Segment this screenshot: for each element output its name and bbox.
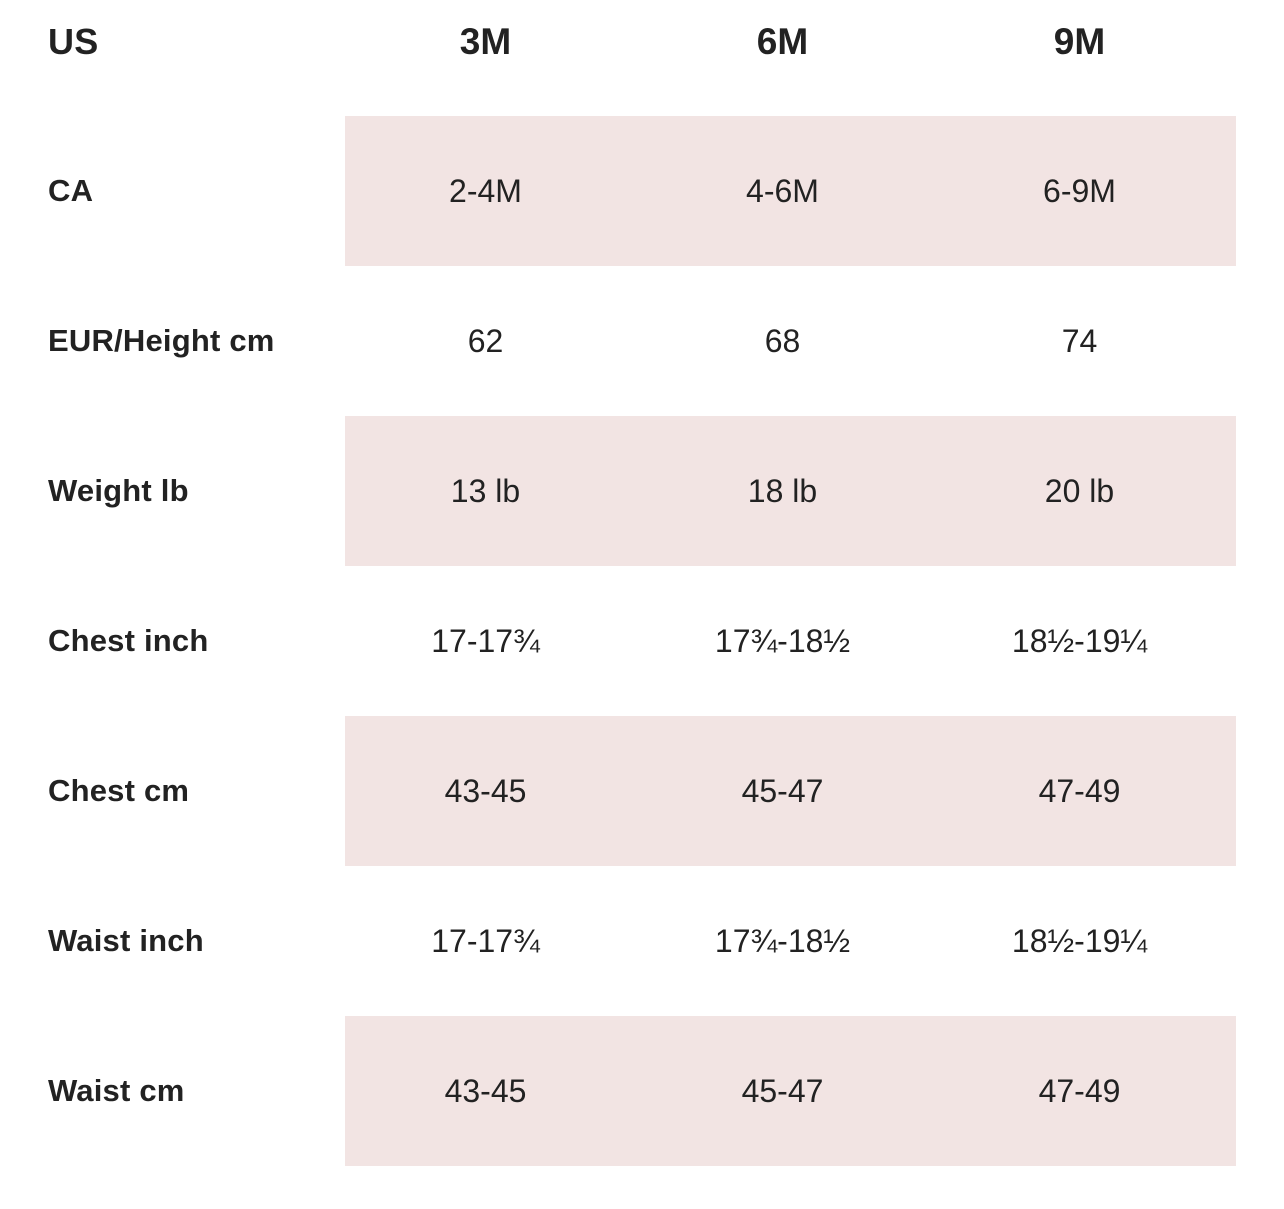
row-label: EUR/Height cm xyxy=(48,323,275,358)
row-weight: Weight lb 13 lb 18 lb 20 lb xyxy=(0,416,1284,566)
table-cell: 20 lb xyxy=(1044,473,1115,509)
row-shade xyxy=(345,416,1236,566)
header-label-us: US xyxy=(48,21,99,62)
table-cell: 45-47 xyxy=(741,1073,824,1109)
header-row: US 3M 6M 9M xyxy=(0,0,1284,117)
table-cell: 62 xyxy=(467,323,504,359)
row-label: Weight lb xyxy=(48,473,189,508)
row-chest-cm: Chest cm 43-45 45-47 47-49 xyxy=(0,716,1284,866)
table-cell: 74 xyxy=(1061,323,1098,359)
row-ca: CA 2-4M 4-6M 6-9M xyxy=(0,116,1284,266)
table-cell: 18 lb xyxy=(747,473,818,509)
row-shade xyxy=(345,116,1236,266)
table-cell: 17-17¾ xyxy=(431,623,540,659)
row-label: Chest cm xyxy=(48,773,190,808)
row-label: Chest inch xyxy=(48,623,209,658)
row-label: Waist inch xyxy=(48,923,204,958)
table-cell: 45-47 xyxy=(741,773,824,809)
row-eur-height: EUR/Height cm 62 68 74 xyxy=(0,266,1284,416)
table-cell: 6-9M xyxy=(1043,173,1116,209)
row-waist-inch: Waist inch 17-17¾ 17¾-18½ 18½-19¼ xyxy=(0,866,1284,1016)
header-size-6m: 6M xyxy=(756,21,809,62)
table-cell: 18½-19¼ xyxy=(1011,923,1148,959)
row-shade xyxy=(345,716,1236,866)
table-cell: 18½-19¼ xyxy=(1011,623,1148,659)
table-cell: 2-4M xyxy=(449,173,522,209)
table-cell: 47-49 xyxy=(1038,1073,1121,1109)
table-cell: 17¾-18½ xyxy=(714,923,851,959)
table-cell: 43-45 xyxy=(444,1073,527,1109)
header-size-3m: 3M xyxy=(459,21,512,62)
table-cell: 13 lb xyxy=(450,473,521,509)
row-chest-inch: Chest inch 17-17¾ 17¾-18½ 18½-19¼ xyxy=(0,566,1284,716)
table-cell: 17-17¾ xyxy=(431,923,540,959)
row-label: CA xyxy=(48,173,94,208)
row-waist-cm: Waist cm 43-45 45-47 47-49 xyxy=(0,1016,1284,1166)
table-cell: 47-49 xyxy=(1038,773,1121,809)
row-shade xyxy=(345,1016,1236,1166)
table-cell: 68 xyxy=(764,323,801,359)
table-cell: 17¾-18½ xyxy=(714,623,851,659)
row-label: Waist cm xyxy=(48,1073,185,1108)
table-cell: 4-6M xyxy=(746,173,819,209)
header-size-9m: 9M xyxy=(1053,21,1106,62)
table-cell: 43-45 xyxy=(444,773,527,809)
